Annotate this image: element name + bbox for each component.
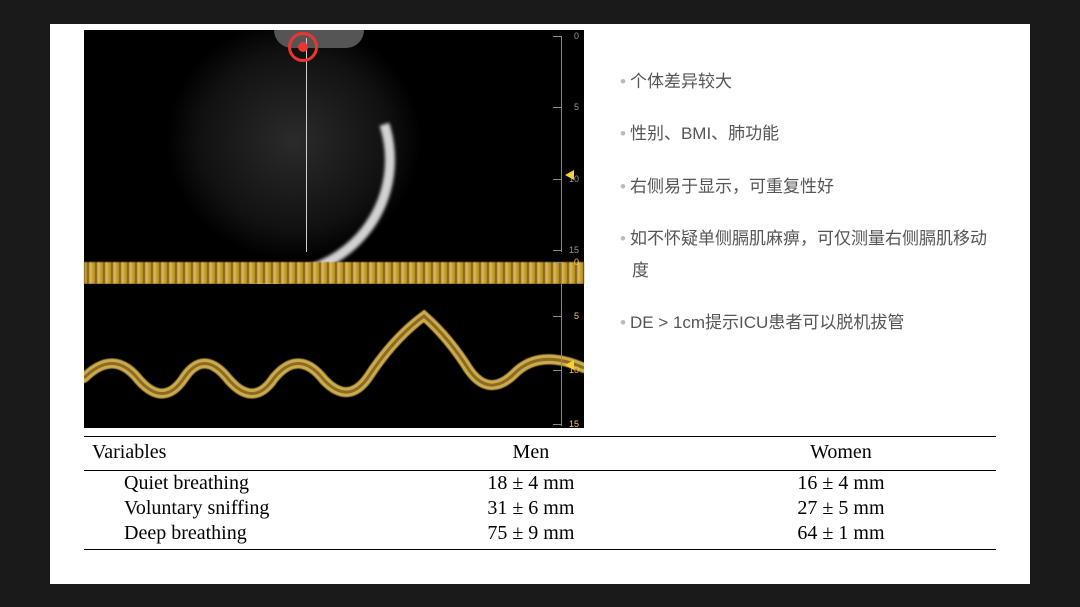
- col-header: Men: [376, 437, 686, 471]
- cell: Deep breathing: [84, 521, 376, 550]
- cell: 31 ± 6 mm: [376, 496, 686, 521]
- cell: 27 ± 5 mm: [686, 496, 996, 521]
- scale-label: 15: [569, 245, 579, 255]
- bullet-item: 个体差异较大: [620, 66, 1000, 98]
- scale-label: 0: [574, 31, 579, 41]
- depth-scale-top: 0 5 10 15: [552, 36, 562, 252]
- mmode-line: [306, 38, 307, 252]
- cell: 16 ± 4 mm: [686, 471, 996, 497]
- mmode-wave: [84, 308, 584, 418]
- ultrasound-bmode: [84, 30, 584, 260]
- slide: 0 5 10 15 0 5 10 15 个体差异较大 性别、BMI、肺功能 右侧…: [50, 24, 1030, 584]
- table-row: Quiet breathing 18 ± 4 mm 16 ± 4 mm: [84, 471, 996, 497]
- mmode-panel: [84, 284, 584, 428]
- col-header: Women: [686, 437, 996, 471]
- cell: 64 ± 1 mm: [686, 521, 996, 550]
- table-row: Deep breathing 75 ± 9 mm 64 ± 1 mm: [84, 521, 996, 550]
- bullet-list: 个体差异较大 性别、BMI、肺功能 右侧易于显示，可重复性好 如不怀疑单侧膈肌麻…: [620, 66, 1000, 360]
- ultrasound-image: 0 5 10 15 0 5 10 15: [84, 30, 584, 428]
- cell: 18 ± 4 mm: [376, 471, 686, 497]
- scale-label: 0: [574, 257, 579, 267]
- mmode-band: [84, 262, 584, 284]
- col-header: Variables: [84, 437, 376, 471]
- table-header-row: Variables Men Women: [84, 437, 996, 471]
- cell: Quiet breathing: [84, 471, 376, 497]
- indicator-triangle-icon: [565, 360, 574, 370]
- scale-label: 15: [569, 419, 579, 429]
- data-table: Variables Men Women Quiet breathing 18 ±…: [84, 436, 996, 550]
- scale-label: 5: [574, 311, 579, 321]
- table-row: Voluntary sniffing 31 ± 6 mm 27 ± 5 mm: [84, 496, 996, 521]
- indicator-triangle-icon: [565, 170, 574, 180]
- cell: Voluntary sniffing: [84, 496, 376, 521]
- target-marker-icon: [288, 32, 318, 62]
- depth-scale-bottom: 0 5 10 15: [552, 262, 562, 426]
- scale-label: 5: [574, 102, 579, 112]
- cell: 75 ± 9 mm: [376, 521, 686, 550]
- bullet-item: 如不怀疑单侧膈肌麻痹，可仅测量右侧膈肌移动度: [620, 223, 1000, 288]
- bullet-item: DE > 1cm提示ICU患者可以脱机拔管: [620, 307, 1000, 339]
- bullet-item: 性别、BMI、肺功能: [620, 118, 1000, 150]
- bullet-item: 右侧易于显示，可重复性好: [620, 171, 1000, 203]
